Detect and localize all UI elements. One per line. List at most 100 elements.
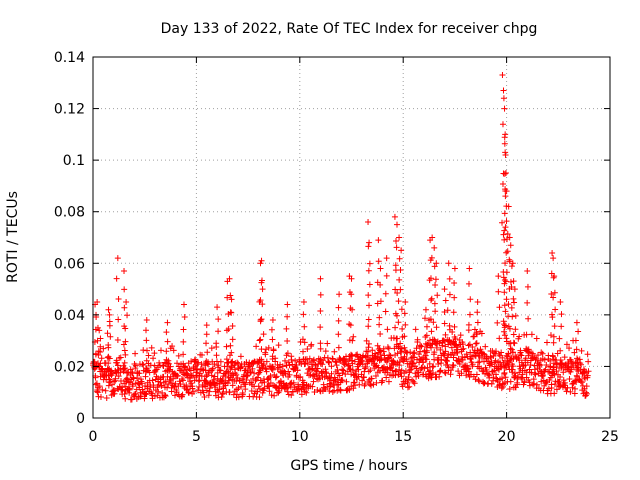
data-point [365,340,372,347]
data-point [164,338,171,345]
data-point [203,331,210,338]
data-point [550,333,557,340]
data-point [259,286,266,293]
data-point [317,307,324,314]
data-point [429,234,436,241]
data-point [550,255,557,262]
data-point [563,341,570,348]
data-point [213,380,220,387]
data-point [272,374,279,381]
data-point [92,381,99,388]
data-point [184,371,191,378]
data-point [551,289,558,296]
data-point [164,367,171,374]
data-point [180,363,187,370]
data-point [95,360,102,367]
data-point [258,277,265,284]
data-point [506,234,513,241]
data-point [423,349,430,356]
data-point [179,391,186,398]
data-point [514,379,521,386]
data-point [138,378,145,385]
data-point [383,272,390,279]
data-point [166,360,173,367]
data-point [297,373,304,380]
data-point [263,366,270,373]
data-point [189,385,196,392]
data-point [284,350,291,357]
data-point [268,326,275,333]
data-point [578,361,585,368]
data-point [335,344,342,351]
data-point [397,267,404,274]
data-point [352,382,359,389]
data-point [125,379,132,386]
data-point [472,340,479,347]
data-point [489,368,496,375]
data-point [518,352,525,359]
data-point [269,336,276,343]
data-point [503,188,510,195]
data-point [532,371,539,378]
data-point [550,339,557,346]
data-point [477,346,484,353]
data-point [351,358,358,365]
data-point [352,370,359,377]
data-point [432,276,439,283]
data-point [317,275,324,282]
data-point [365,219,372,226]
data-point [115,316,122,323]
data-point [511,286,518,293]
data-point [226,389,233,396]
axis-ticks [92,56,611,419]
data-point [349,366,356,373]
data-point [227,292,234,299]
data-point [211,380,218,387]
data-point [507,242,514,249]
data-point [203,379,210,386]
data-point [262,365,269,372]
data-point [525,352,532,359]
data-point [551,323,558,330]
data-point [426,337,433,344]
data-point [180,351,187,358]
data-point [203,358,210,365]
data-point [122,325,129,332]
data-point [269,355,276,362]
data-point [106,366,113,373]
data-point [333,362,340,369]
data-point [456,361,463,368]
data-point [336,355,343,362]
data-point [304,346,311,353]
data-point [340,367,347,374]
data-point [228,349,235,356]
data-point [572,337,579,344]
data-point [142,327,149,334]
data-point [143,337,150,344]
data-point [314,387,321,394]
data-point [287,380,294,387]
data-point [105,306,112,313]
data-point [533,335,540,342]
data-point [459,346,466,353]
data-point [96,383,103,390]
data-point [487,353,494,360]
data-point [575,328,582,335]
data-point [107,333,114,340]
data-point [143,391,150,398]
x-tick-label: 0 [89,429,98,445]
data-point [121,391,128,398]
data-point [483,366,490,373]
data-point [474,319,481,326]
data-point [497,363,504,370]
data-point [392,324,399,331]
data-point [429,363,436,370]
data-point [299,336,306,343]
data-point [239,390,246,397]
data-point [407,349,414,356]
data-point [365,368,372,375]
data-point [410,360,417,367]
data-point [300,311,307,318]
data-point [100,345,107,352]
